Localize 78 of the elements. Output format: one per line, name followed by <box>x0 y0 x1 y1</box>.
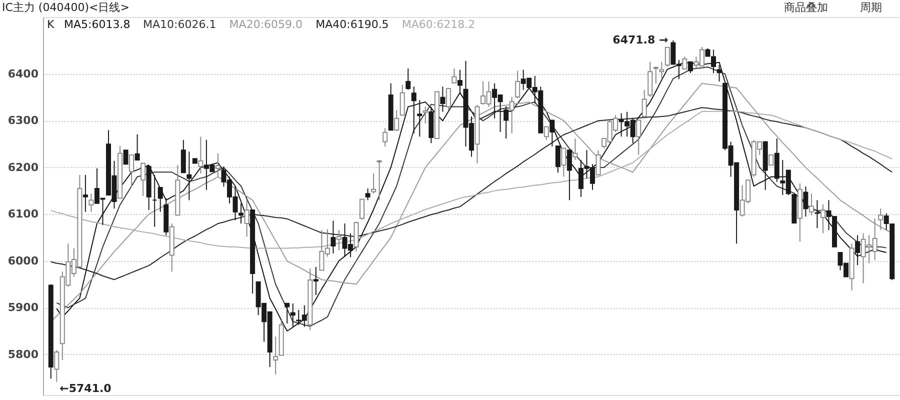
candlestick <box>803 186 808 218</box>
candlestick <box>642 89 647 119</box>
candlestick <box>653 66 658 84</box>
candlestick <box>360 198 365 220</box>
candlestick <box>509 96 514 134</box>
candlestick <box>648 61 653 98</box>
candlestick <box>134 134 140 160</box>
candlestick <box>422 106 428 124</box>
candlestick <box>290 302 296 328</box>
candlestick <box>82 174 88 212</box>
candlestick <box>180 139 186 174</box>
candlestick <box>768 154 774 166</box>
candlestick <box>411 86 416 134</box>
candlestick <box>186 151 192 201</box>
candlestick <box>515 70 520 99</box>
candlestick <box>215 152 220 178</box>
candlestick <box>440 86 446 112</box>
text: MA10:6026.1 <box>143 18 216 31</box>
candlestick <box>446 88 451 110</box>
text: 周期 <box>860 1 882 14</box>
candlestick <box>452 68 457 84</box>
text: 商品叠加 <box>784 1 828 14</box>
candlestick <box>273 336 278 375</box>
candlestick <box>550 120 555 147</box>
y-tick-label: 6200 <box>8 160 39 174</box>
candlestick <box>855 234 860 266</box>
y-tick-label: 6100 <box>8 208 39 221</box>
candlestick <box>284 302 290 324</box>
candlestick <box>382 128 388 147</box>
candlestick <box>504 106 509 139</box>
candlestick <box>636 120 642 156</box>
candlestick <box>457 69 462 94</box>
candlestick <box>376 159 382 201</box>
text: MA5:6013.8 <box>64 18 130 31</box>
candlestick <box>140 162 146 196</box>
candlestick <box>394 109 400 132</box>
candlestick <box>198 136 204 174</box>
candlestick <box>682 56 688 70</box>
candlestick <box>88 193 94 212</box>
line-series <box>50 110 893 249</box>
candlestick <box>566 150 572 201</box>
candlestick <box>561 148 566 178</box>
candlestick <box>330 220 336 254</box>
candlestick <box>54 350 60 382</box>
candlestick <box>716 64 722 82</box>
candlestick <box>158 187 163 212</box>
y-tick-label: 5900 <box>8 301 39 314</box>
candlestick <box>596 150 601 176</box>
candlestick <box>336 230 342 251</box>
text: MA40:6190.5 <box>316 18 389 31</box>
candlestick <box>406 68 411 90</box>
candlestick <box>544 126 549 140</box>
candlestick <box>659 61 664 79</box>
annotation: 6471.8 → <box>612 33 668 46</box>
y-tick-label: 6000 <box>8 254 39 268</box>
annotation: ←5741.0 <box>60 382 112 395</box>
y-tick-label: 6300 <box>8 114 39 128</box>
candlestick <box>123 150 128 165</box>
candlestick <box>820 204 826 234</box>
candlestick <box>555 145 560 174</box>
candlestick <box>129 154 134 188</box>
candlestick <box>371 173 376 194</box>
text: MA60:6218.2 <box>402 18 476 31</box>
candlestick <box>664 46 670 68</box>
candlestick <box>572 138 578 160</box>
y-tick-label: 5800 <box>8 348 39 361</box>
candlestick <box>400 84 405 116</box>
text: MA20:6059.0 <box>229 18 303 31</box>
candlestick <box>238 202 244 224</box>
candlestick <box>313 266 318 296</box>
annotation: K <box>47 18 55 31</box>
candlestick <box>878 208 884 231</box>
candlestick <box>417 100 422 138</box>
candlestick <box>244 200 250 238</box>
candlestick <box>365 188 370 201</box>
chart-title: IC主力 (040400)<日线> <box>2 1 130 14</box>
candlestick <box>808 193 814 216</box>
y-tick-label: 6400 <box>8 68 39 81</box>
